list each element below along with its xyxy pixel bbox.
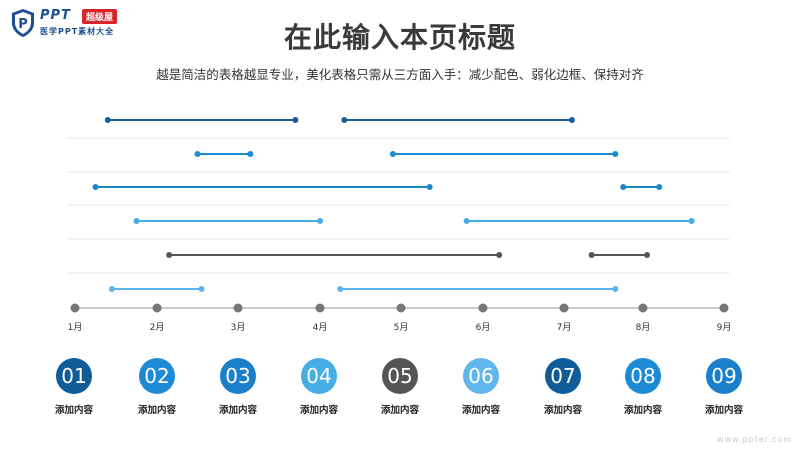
logo-subtitle: 医学PPT素材大全 xyxy=(40,27,115,36)
footer-url: www.ppter.com xyxy=(717,435,792,444)
legend-number-badge: 03 xyxy=(220,358,256,394)
legend-label: 添加内容 xyxy=(543,405,582,416)
legend-label: 添加内容 xyxy=(704,405,743,416)
gantt-bar-endpoint xyxy=(198,286,205,292)
gantt-bar-endpoint xyxy=(612,151,619,157)
logo-brand: PPT xyxy=(40,8,71,23)
axis-tick-label: 1月 xyxy=(67,323,83,333)
axis-tick-dot xyxy=(396,303,406,313)
page-title: 在此输入本页标题 xyxy=(283,21,516,54)
legend-label: 添加内容 xyxy=(461,405,500,416)
gantt-bar-endpoint xyxy=(317,218,323,224)
axis-tick-label: 7月 xyxy=(556,323,572,333)
logo-badge: 超级屋 xyxy=(82,9,118,24)
gantt-bar-endpoint xyxy=(337,286,344,292)
axis-tick-label: 8月 xyxy=(635,323,651,333)
legend-number-badge: 04 xyxy=(301,358,337,394)
axis-tick-label: 9月 xyxy=(716,323,732,333)
gantt-bar-endpoint xyxy=(194,151,201,157)
axis-tick-label: 2月 xyxy=(149,323,165,333)
gantt-bar-endpoint xyxy=(341,117,348,123)
axis-tick-dot xyxy=(559,303,569,313)
axis-tick-label: 5月 xyxy=(393,323,409,333)
gantt-bar-endpoint xyxy=(496,252,503,258)
axis-tick-dot xyxy=(478,303,488,313)
axis-tick-dot xyxy=(70,303,80,313)
axis-tick-dot xyxy=(719,303,729,313)
legend-number-badge: 08 xyxy=(625,358,661,394)
gantt-bar-endpoint xyxy=(644,252,651,258)
gantt-bar-endpoint xyxy=(620,184,627,190)
gantt-bar-endpoint xyxy=(656,184,663,190)
gantt-bar-endpoint xyxy=(426,184,433,190)
legend-number-badge: 05 xyxy=(382,358,418,394)
legend-number-badge: 07 xyxy=(545,358,581,394)
shield-logo-icon: P xyxy=(12,9,34,37)
axis-tick-dot xyxy=(152,303,162,313)
legend-number-badge: 09 xyxy=(706,358,742,394)
gantt-bar-endpoint xyxy=(92,184,99,190)
axis-tick-label: 6月 xyxy=(475,323,491,333)
legend-number-badge: 06 xyxy=(463,358,499,394)
legend-number-badge: 02 xyxy=(139,358,175,394)
gantt-bar-endpoint xyxy=(612,286,619,292)
legend-label: 添加内容 xyxy=(380,405,419,416)
svg-text:P: P xyxy=(18,17,28,32)
gantt-bar-endpoint xyxy=(292,117,299,123)
axis-tick-label: 3月 xyxy=(230,323,246,333)
legend-label: 添加内容 xyxy=(623,405,662,416)
gantt-bar-endpoint xyxy=(588,252,595,258)
legend-number-badge: 01 xyxy=(56,358,92,394)
axis-tick-dot xyxy=(638,303,648,313)
gantt-bar-endpoint xyxy=(133,218,140,224)
page-subtitle: 越是简洁的表格越显专业，美化表格只需从三方面入手：减少配色、弱化边框、保持对齐 xyxy=(156,67,644,82)
legend-label: 添加内容 xyxy=(137,405,176,416)
gantt-bar-endpoint xyxy=(104,117,111,123)
gantt-bar-endpoint xyxy=(389,151,396,157)
legend-label: 添加内容 xyxy=(299,405,338,416)
axis-tick-dot xyxy=(315,303,325,313)
gantt-bar-endpoint xyxy=(463,218,470,224)
legend-label: 添加内容 xyxy=(54,405,93,416)
legend-label: 添加内容 xyxy=(218,405,257,416)
gantt-bar-endpoint xyxy=(247,151,254,157)
axis-tick-label: 4月 xyxy=(312,323,328,333)
gantt-bar-endpoint xyxy=(166,252,173,258)
gantt-bar-endpoint xyxy=(688,218,695,224)
axis-tick-dot xyxy=(233,303,243,313)
logo: P PPT 超级屋 医学PPT素材大全 xyxy=(10,8,140,38)
gantt-bar-endpoint xyxy=(108,286,115,292)
gantt-bar-endpoint xyxy=(568,117,575,123)
